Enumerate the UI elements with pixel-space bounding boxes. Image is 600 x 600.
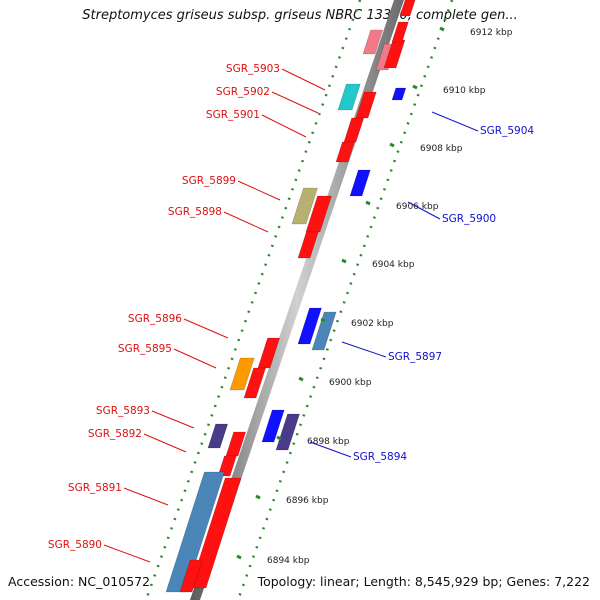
gene-block-16 (257, 337, 281, 369)
accession-text: Accession: NC_010572 (8, 574, 151, 589)
tick-label-7: 6898 kbp (307, 437, 350, 447)
gene-label-sgr-5904[interactable]: SGR_5904 (480, 125, 534, 137)
left-strand-dots (144, 0, 362, 600)
gene-block-21 (207, 423, 229, 449)
tick-label-2: 6908 kbp (420, 144, 463, 154)
leader-line-left-7 (151, 410, 195, 429)
tick-label-0: 6912 kbp (470, 28, 513, 38)
tick-label-5: 6902 kbp (351, 319, 394, 329)
tick-label-9: 6894 kbp (267, 556, 310, 566)
gene-label-sgr-5897[interactable]: SGR_5897 (388, 351, 442, 363)
left-dotted-line (144, 0, 362, 600)
gene-label-sgr-5902[interactable]: SGR_5902 (216, 86, 270, 98)
leader-line-left-3 (237, 180, 281, 201)
tick-mark-1 (412, 84, 418, 90)
gene-label-sgr-5892[interactable]: SGR_5892 (88, 428, 142, 440)
gene-block-9 (335, 141, 355, 163)
gene-block-17 (229, 357, 255, 391)
gene-block-18 (243, 367, 267, 399)
gene-block-8 (343, 117, 365, 143)
gene-block-12 (305, 195, 332, 233)
gene-block-15 (311, 311, 337, 351)
gene-block-6 (355, 91, 377, 119)
leader-line-left-4 (223, 211, 269, 233)
gene-label-sgr-5898[interactable]: SGR_5898 (168, 206, 222, 218)
leader-line-left-8 (143, 433, 187, 453)
left-gene-labels: SGR_5903 SGR_5902 SGR_5901 SGR_5899 SGR_5898… (48, 63, 326, 563)
gene-label-sgr-5895[interactable]: SGR_5895 (118, 343, 172, 355)
feature-blocks (165, 0, 416, 593)
tick-mark-8 (255, 494, 261, 500)
gene-label-sgr-5891[interactable]: SGR_5891 (68, 482, 122, 494)
right-strand-dots (236, 0, 454, 600)
topology-summary: Topology: linear; Length: 8,545,929 bp; … (257, 574, 590, 589)
gene-label-sgr-5901[interactable]: SGR_5901 (206, 109, 260, 121)
tick-label-4: 6904 kbp (372, 260, 415, 270)
tick-label-6: 6900 kbp (329, 378, 372, 388)
tick-label-8: 6896 kbp (286, 496, 329, 506)
leader-line-left-1 (271, 91, 319, 114)
gene-block-4 (399, 0, 416, 17)
gene-label-sgr-5903[interactable]: SGR_5903 (226, 63, 280, 75)
gene-block-7 (391, 87, 407, 101)
gene-block-0 (362, 29, 384, 55)
gene-label-sgr-5890[interactable]: SGR_5890 (48, 539, 102, 551)
leader-line-left-9 (123, 487, 169, 506)
leader-line-right-3 (309, 441, 352, 458)
gene-block-3 (391, 21, 409, 43)
gene-block-26 (179, 559, 203, 593)
right-gene-labels: SGR_5904 SGR_5900 SGR_5897 SGR_5894 (309, 111, 534, 463)
gene-label-sgr-5900[interactable]: SGR_5900 (442, 213, 496, 225)
leader-line-left-5 (183, 318, 229, 339)
leader-line-right-0 (431, 111, 479, 132)
tick-label-1: 6910 kbp (443, 86, 486, 96)
tick-mark-3 (365, 200, 371, 206)
gene-label-sgr-5893[interactable]: SGR_5893 (96, 405, 150, 417)
tick-mark-2 (389, 142, 395, 148)
gene-block-11 (291, 187, 318, 225)
tick-mark-7 (276, 435, 282, 441)
leader-line-left-2 (261, 114, 307, 138)
tick-mark-5 (320, 317, 326, 323)
tick-mark-4 (341, 258, 347, 264)
gene-block-5 (337, 83, 361, 111)
leader-line-right-1 (407, 201, 441, 220)
gene-block-22 (225, 431, 247, 457)
gene-block-14 (297, 307, 322, 345)
gene-block-23 (217, 455, 237, 477)
tick-mark-9 (236, 554, 242, 560)
gene-label-sgr-5896[interactable]: SGR_5896 (128, 313, 182, 325)
leader-line-left-0 (281, 68, 326, 91)
leader-line-left-6 (173, 348, 217, 369)
gene-block-10 (349, 169, 371, 197)
tick-mark-6 (298, 376, 304, 382)
leader-line-right-2 (341, 341, 387, 358)
gene-block-13 (297, 231, 319, 259)
gene-label-sgr-5894[interactable]: SGR_5894 (353, 451, 407, 463)
right-dotted-line (236, 0, 454, 600)
gene-label-sgr-5899[interactable]: SGR_5899 (182, 175, 236, 187)
leader-line-left-10 (103, 544, 151, 563)
gene-block-19 (261, 409, 285, 443)
gene-block-25 (189, 477, 242, 589)
tick-mark-0 (439, 26, 445, 32)
